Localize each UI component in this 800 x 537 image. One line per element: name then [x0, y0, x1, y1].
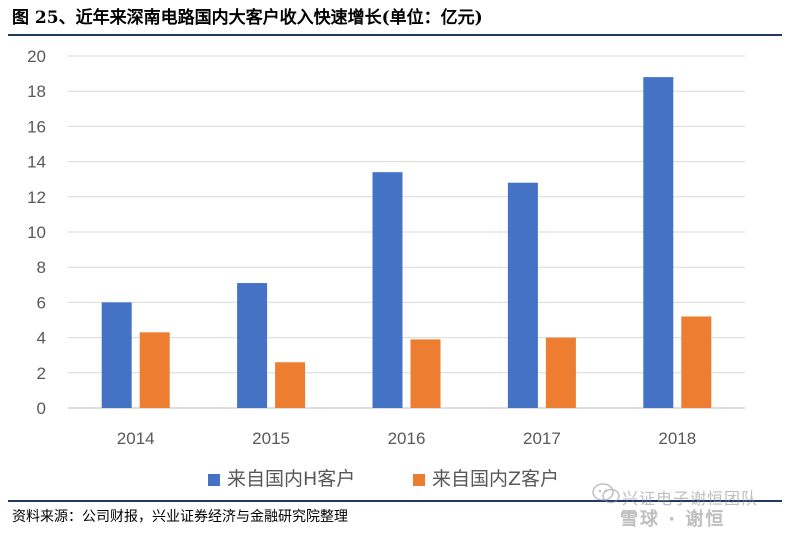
bar-z-2017: [545, 337, 576, 408]
bar-chart: 0 2 4 6 8 10 12 14 16 18 20 2014 2015 2016 2017 2018 来自国…: [27, 47, 745, 490]
footer-rule: [8, 500, 782, 502]
watermark: 兴证电子谢恒团队 雪球 · 谢恒: [592, 483, 787, 531]
y-tick-label: 10: [27, 223, 46, 242]
legend-swatch-h: [208, 474, 220, 486]
legend-swatch-z: [413, 474, 425, 486]
watermark-team: 兴证电子谢恒团队: [622, 489, 759, 508]
y-tick-label: 20: [27, 47, 46, 66]
y-tick-label: 18: [27, 82, 46, 101]
bar-z-2015: [275, 362, 306, 408]
x-tick-label: 2015: [252, 429, 290, 448]
y-tick-label: 8: [37, 258, 46, 277]
y-tick-label: 6: [37, 293, 46, 312]
figure-title: 图 25、近年来深南电路国内大客户收入快速增长(单位：亿元): [12, 8, 483, 28]
source-note: 资料来源：公司财报，兴业证券经济与金融研究院整理: [12, 509, 348, 525]
wechat-icon: [592, 483, 620, 504]
bar-h-2016: [372, 172, 403, 408]
x-tick-label: 2014: [117, 429, 155, 448]
y-tick-label: 4: [37, 329, 46, 348]
bar-z-2016: [410, 339, 441, 408]
bar-z-2018: [681, 316, 712, 408]
bar-h-2014: [101, 302, 132, 408]
bar-h-2018: [643, 77, 674, 408]
legend-label-h: 来自国内H客户: [227, 468, 355, 490]
y-tick-label: 14: [27, 153, 46, 172]
x-tick-label: 2017: [523, 429, 561, 448]
y-tick-label: 0: [37, 399, 46, 418]
legend-label-z: 来自国内Z客户: [432, 468, 559, 490]
x-tick-label: 2018: [658, 429, 696, 448]
watermark-xueqiu: 雪球 · 谢恒: [620, 509, 726, 530]
bar-z-2014: [139, 332, 170, 408]
bar-h-2017: [507, 182, 538, 408]
y-tick-label: 2: [37, 364, 46, 383]
title-rule: [8, 34, 782, 36]
y-tick-label: 12: [27, 188, 46, 207]
bar-h-2015: [237, 283, 268, 408]
x-tick-label: 2016: [388, 429, 426, 448]
y-tick-label: 16: [27, 117, 46, 136]
